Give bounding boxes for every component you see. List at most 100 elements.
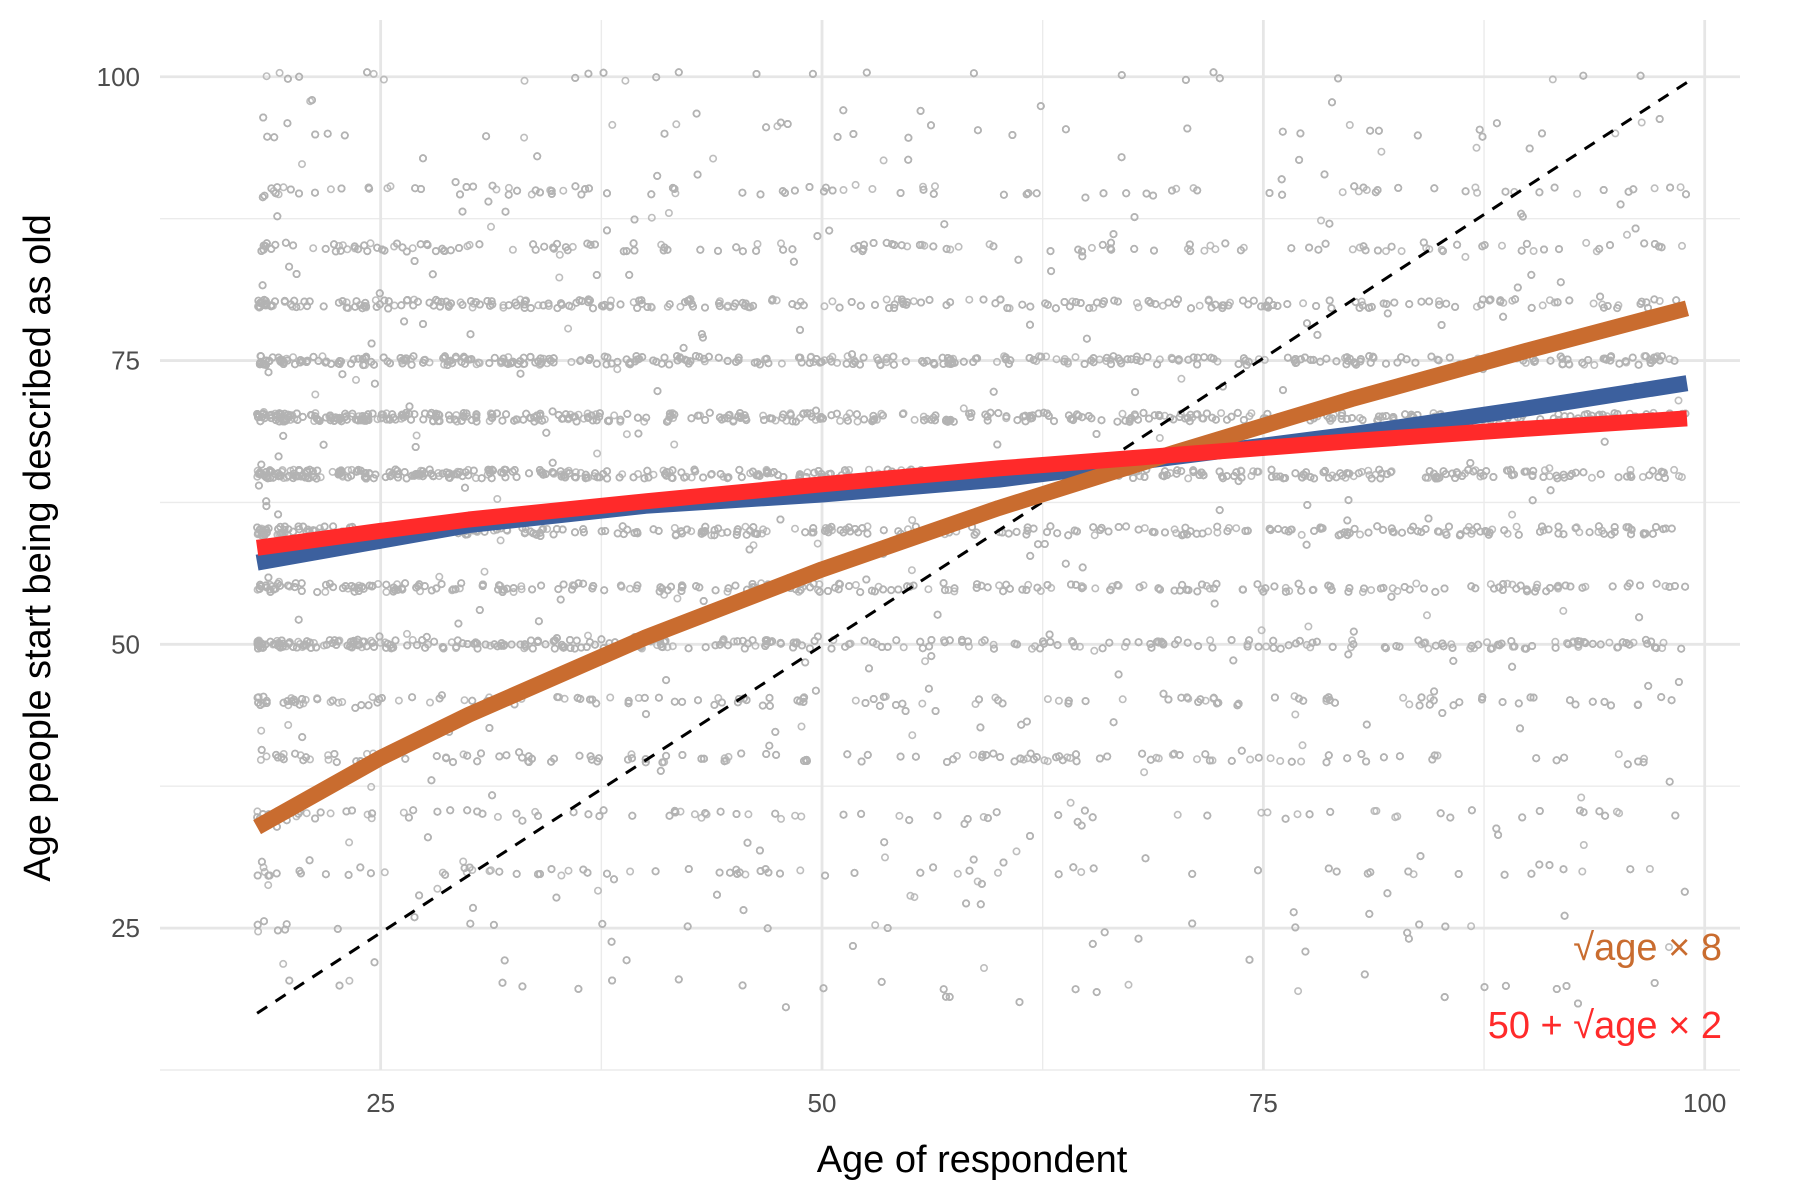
data-point [1533, 580, 1542, 589]
data-point [907, 566, 916, 575]
data-point [520, 133, 529, 142]
data-point [1201, 696, 1210, 705]
data-point [759, 411, 768, 420]
data-point [1263, 808, 1272, 817]
data-point [262, 752, 271, 761]
data-point [839, 186, 848, 195]
data-point [316, 473, 325, 482]
data-point [1611, 129, 1620, 138]
data-point [1247, 409, 1256, 418]
data-point [1090, 531, 1099, 540]
data-point [791, 811, 800, 820]
data-point [555, 273, 564, 282]
data-point [1211, 245, 1220, 254]
data-point [946, 245, 955, 254]
data-point [460, 696, 469, 705]
data-point [474, 358, 483, 367]
data-point [1503, 579, 1512, 588]
data-point [627, 750, 636, 759]
data-point [583, 631, 592, 640]
data-point [918, 182, 927, 191]
data-point [1638, 472, 1647, 481]
data-point [1120, 642, 1129, 651]
data-point [790, 524, 799, 533]
data-point [672, 120, 681, 129]
data-point [879, 156, 888, 165]
data-point [1579, 840, 1588, 849]
points-layer [253, 68, 1691, 1012]
data-point [1276, 756, 1285, 765]
data-point [1364, 466, 1373, 475]
data-point [753, 240, 762, 249]
data-point [1040, 756, 1049, 765]
data-point [311, 390, 320, 399]
data-point [1257, 626, 1266, 635]
data-point [345, 838, 354, 847]
data-point [1623, 230, 1632, 239]
data-point [1140, 524, 1149, 533]
data-point [1676, 183, 1685, 192]
data-point [1433, 751, 1442, 760]
data-point [889, 352, 898, 361]
data-point [899, 643, 908, 652]
data-point [1580, 360, 1589, 369]
data-point [744, 810, 753, 819]
data-point [1122, 522, 1131, 531]
data-point [880, 853, 889, 862]
data-point [1670, 465, 1679, 474]
data-point [1173, 810, 1182, 819]
data-point [621, 76, 630, 85]
data-point [882, 295, 891, 304]
data-point [797, 812, 806, 821]
data-point [1043, 695, 1052, 704]
data-point [1548, 75, 1557, 84]
data-point [559, 186, 568, 195]
data-point [493, 812, 502, 821]
data-point [1356, 530, 1365, 539]
data-point [284, 720, 293, 729]
data-point [622, 430, 631, 439]
data-point [687, 473, 696, 482]
data-point [297, 160, 306, 169]
data-point [1193, 755, 1202, 764]
data-point [1281, 583, 1290, 592]
data-point [670, 523, 679, 532]
data-point [1447, 640, 1456, 649]
data-point [1118, 409, 1127, 418]
data-point [777, 359, 786, 368]
data-point [1071, 353, 1080, 362]
data-point [851, 180, 860, 189]
data-point [1545, 472, 1554, 481]
data-point [1075, 642, 1084, 651]
data-point [1437, 245, 1446, 254]
data-point [1090, 646, 1099, 655]
data-point [1545, 464, 1554, 473]
data-point [1367, 586, 1376, 595]
data-point [593, 886, 602, 895]
data-point [1297, 530, 1306, 539]
data-point [1559, 606, 1568, 615]
data-point [1467, 922, 1476, 931]
data-point [1589, 299, 1598, 308]
data-point [813, 585, 822, 594]
data-point [1512, 522, 1521, 531]
data-point [1042, 352, 1051, 361]
data-point [626, 867, 635, 876]
data-point [1678, 241, 1687, 250]
data-point [1665, 943, 1674, 952]
data-point [1472, 143, 1481, 152]
data-point [1397, 247, 1406, 256]
data-point [828, 297, 837, 306]
data-point [776, 239, 785, 248]
data-point [1614, 750, 1623, 759]
data-point [1382, 247, 1391, 256]
data-point [564, 866, 573, 875]
data-point [965, 295, 974, 304]
data-point [1205, 584, 1214, 593]
data-point [1299, 299, 1308, 308]
data-point [324, 755, 333, 764]
data-point [797, 722, 806, 731]
data-point [776, 814, 785, 823]
data-point [1172, 184, 1181, 193]
